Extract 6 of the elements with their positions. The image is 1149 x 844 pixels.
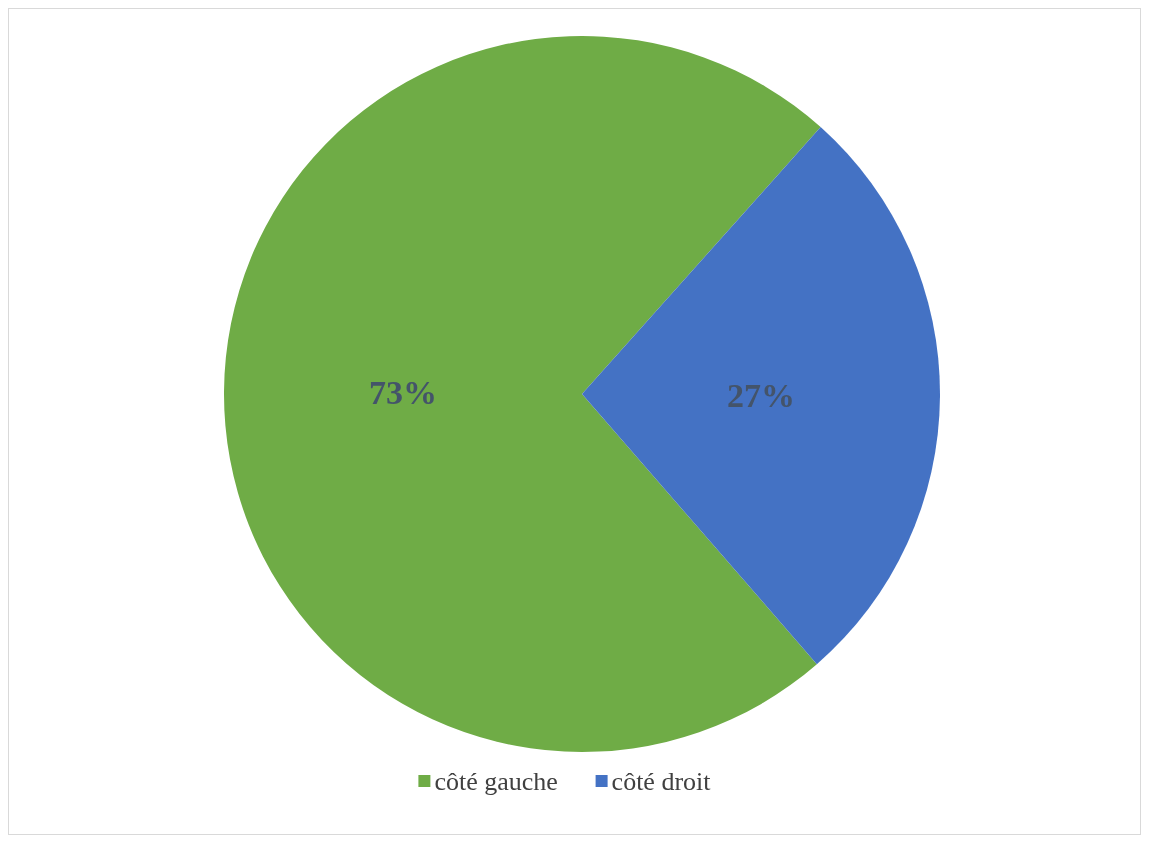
data-label: 73% [369, 374, 437, 412]
pie-slice [582, 127, 940, 665]
data-label: 27% [727, 376, 795, 414]
legend-label: côté gauche [434, 766, 558, 796]
legend-label: côté droit [611, 766, 712, 796]
pie-slice [224, 36, 821, 752]
